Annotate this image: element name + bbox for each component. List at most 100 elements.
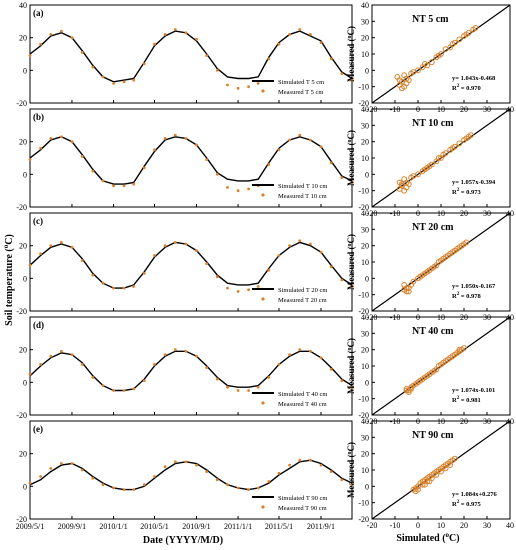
scatter-point bbox=[456, 140, 463, 147]
y-tick-label: -20 bbox=[358, 411, 369, 420]
measured-point bbox=[142, 272, 146, 275]
simulated-series-line bbox=[29, 136, 353, 185]
legend-simulated-label: Simulated T 5 cm bbox=[278, 79, 324, 86]
measured-point bbox=[142, 62, 146, 66]
measured-point bbox=[184, 137, 188, 140]
scatter-point bbox=[417, 377, 424, 384]
x-tick-label: 10 bbox=[437, 521, 445, 530]
measured-point bbox=[70, 36, 74, 40]
scatter-title: NT 90 cm bbox=[412, 430, 454, 441]
scatter-ylabel-main: Measured ( bbox=[346, 142, 356, 186]
y-tick-label: 10 bbox=[361, 362, 369, 371]
measured-point bbox=[350, 285, 354, 288]
scatter-point bbox=[422, 481, 428, 488]
measured-point bbox=[277, 254, 281, 257]
measured-point bbox=[319, 41, 323, 44]
measured-point bbox=[142, 166, 146, 170]
measured-point bbox=[205, 470, 209, 473]
measured-point bbox=[91, 65, 95, 69]
measured-point bbox=[153, 475, 156, 478]
measured-point bbox=[205, 366, 209, 369]
scatter-ylabel-text: Measured (oC) bbox=[346, 442, 356, 498]
scatter-xlabel-main: Simulated ( bbox=[396, 533, 446, 544]
y-tick-label: 0 bbox=[23, 274, 27, 283]
scatter-ylabel-end: C) bbox=[346, 338, 356, 348]
scatter-point bbox=[426, 371, 433, 378]
scatter-title: NT 10 cm bbox=[412, 118, 454, 129]
y-tick-label: 40 bbox=[361, 105, 369, 114]
x-tick-label: 2009/5/1 bbox=[16, 522, 44, 531]
measured-point bbox=[215, 478, 219, 482]
measured-point bbox=[122, 389, 126, 392]
measured-point bbox=[267, 480, 271, 483]
legend-measured-swatch bbox=[261, 505, 265, 509]
scatter-point bbox=[401, 282, 408, 288]
scatter-ylabel-text: Measured (oC) bbox=[346, 338, 356, 394]
panel-label: (a) bbox=[33, 8, 44, 18]
y-tick-label: 0 bbox=[365, 482, 369, 491]
timeseries-ylabel-end: C) bbox=[4, 234, 15, 245]
r-squared-value: = 0.973 bbox=[459, 189, 481, 196]
measured-point bbox=[70, 245, 74, 249]
measured-point bbox=[340, 72, 344, 75]
measured-point bbox=[298, 133, 302, 137]
scatter-point bbox=[401, 72, 408, 79]
panel-label: (e) bbox=[33, 424, 43, 434]
y-tick-label: 0 bbox=[365, 274, 369, 283]
legend-simulated-label: Simulated T 20 cm bbox=[278, 287, 327, 294]
r-squared-superscript: 2 bbox=[457, 396, 460, 401]
scatter-point bbox=[449, 249, 456, 256]
scatter-ylabel-sup: o bbox=[347, 139, 353, 142]
y-tick-label: 0 bbox=[23, 170, 27, 179]
timeseries-frame bbox=[29, 316, 353, 416]
measured-point bbox=[350, 483, 354, 487]
y-tick-label: 40 bbox=[361, 313, 369, 322]
simulated-series-line bbox=[29, 350, 353, 392]
measured-point bbox=[173, 28, 177, 31]
measured-point bbox=[80, 259, 84, 262]
measured-point bbox=[298, 239, 302, 243]
y-tick-label: 0 bbox=[365, 378, 369, 387]
measured-point bbox=[329, 367, 333, 371]
r-squared: R2 = 0.975 bbox=[452, 500, 482, 508]
scatter-point bbox=[415, 67, 421, 74]
y-tick-label: 40 bbox=[361, 1, 369, 10]
scatter-point bbox=[422, 166, 428, 173]
measured-point bbox=[205, 54, 209, 57]
y-tick-label: 20 bbox=[19, 242, 27, 251]
measured-point bbox=[91, 376, 95, 379]
scatter-point bbox=[445, 356, 451, 363]
regression-equation: y= 1.050x-0.167 bbox=[452, 283, 496, 290]
measured-point bbox=[309, 349, 312, 353]
measured-point bbox=[28, 481, 32, 485]
r-squared: R2 = 0.973 bbox=[452, 188, 482, 196]
scatter-point bbox=[415, 171, 421, 178]
measured-point bbox=[112, 286, 115, 290]
measured-point bbox=[288, 353, 291, 356]
scatter-point bbox=[456, 346, 463, 353]
measured-point bbox=[80, 468, 84, 472]
measured-point bbox=[70, 140, 74, 144]
measured-point bbox=[288, 244, 291, 248]
measured-point bbox=[28, 263, 32, 267]
scatter-title: NT 5 cm bbox=[412, 14, 449, 25]
measured-point bbox=[195, 463, 198, 467]
y-tick-label: 20 bbox=[361, 450, 369, 459]
measured-point bbox=[122, 488, 126, 491]
scatter-point bbox=[456, 36, 463, 43]
r-squared-value: = 0.981 bbox=[459, 397, 481, 404]
r-squared-superscript: 2 bbox=[457, 292, 460, 297]
measured-point bbox=[298, 348, 302, 352]
y-tick-label: -10 bbox=[358, 499, 369, 508]
scatter-xlabel: Simulated (oC) bbox=[396, 531, 459, 544]
measured-point bbox=[319, 145, 323, 149]
measured-point bbox=[247, 288, 251, 292]
scatter-ylabel-main: Measured ( bbox=[346, 350, 356, 394]
measured-point bbox=[340, 478, 344, 482]
y-tick-label: 0 bbox=[23, 482, 27, 491]
measured-point bbox=[91, 169, 95, 173]
measured-point bbox=[226, 385, 229, 389]
measured-point bbox=[319, 250, 323, 254]
legend-measured-label: Measured T 40 cm bbox=[278, 401, 327, 408]
